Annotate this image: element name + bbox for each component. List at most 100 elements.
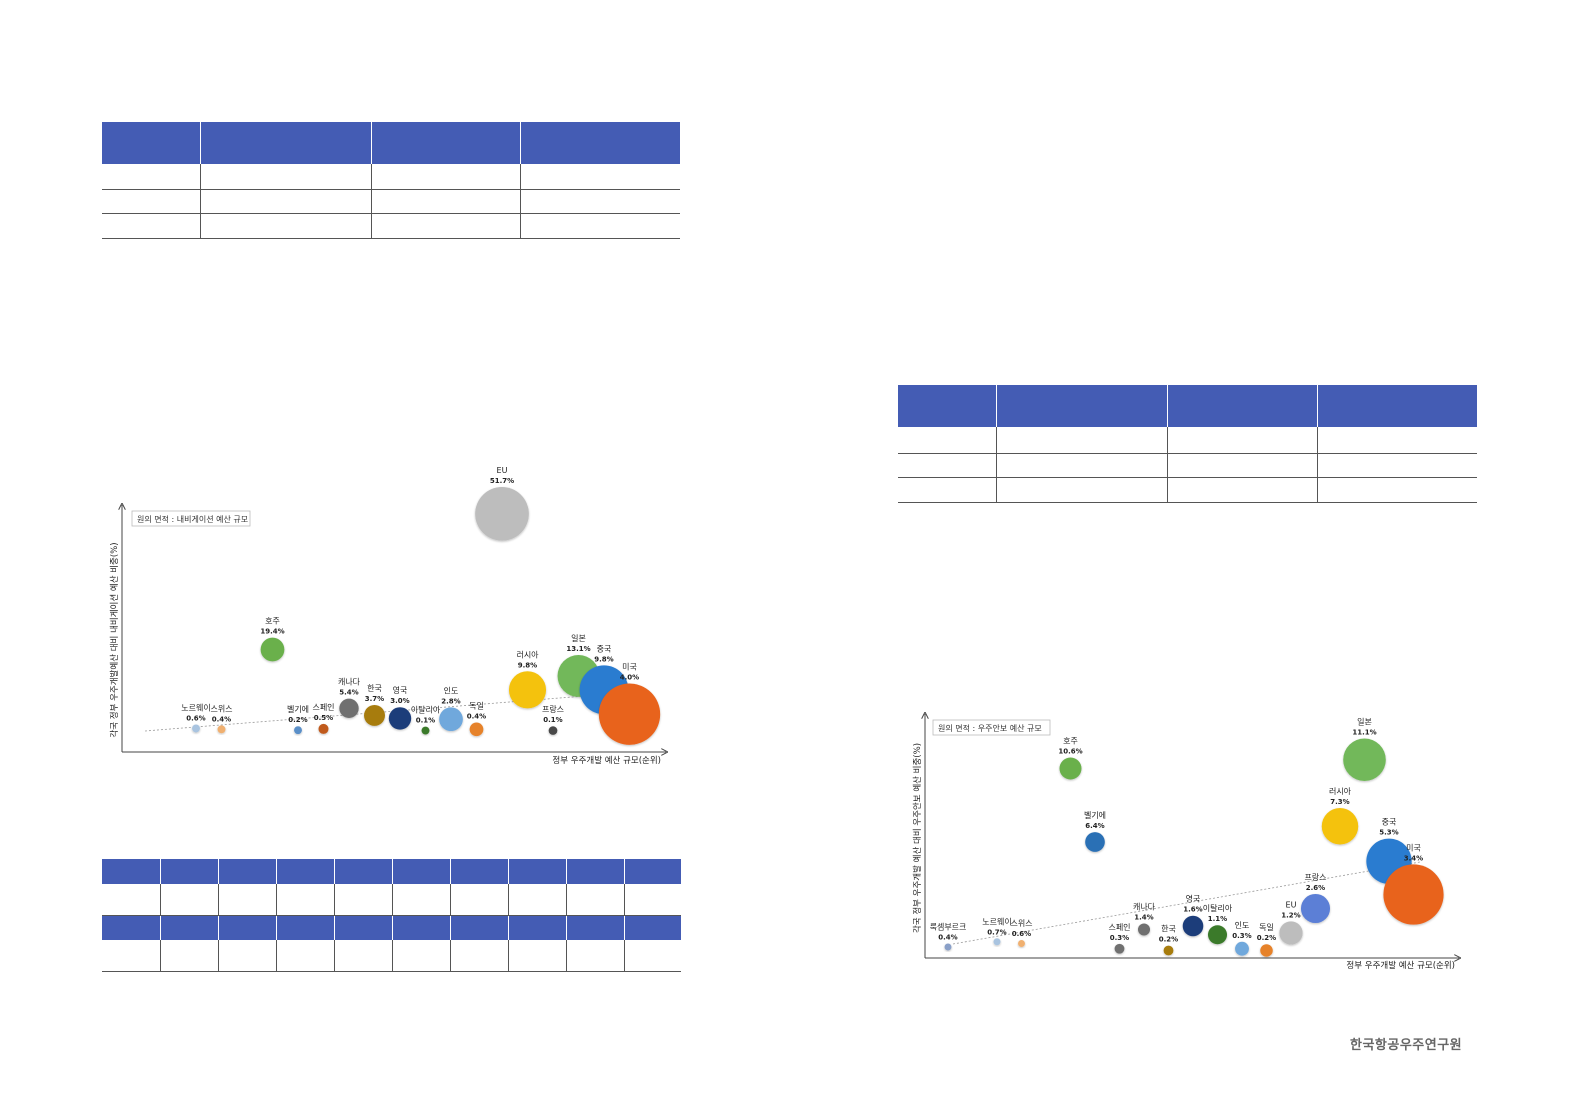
table-cell	[519, 164, 680, 190]
x-axis-title: 정부 우주개발 예산 규모(순위)	[1346, 960, 1455, 971]
bubble-point	[1085, 832, 1105, 852]
table-row	[898, 427, 1477, 454]
bubble-value-label: 0.2%	[1257, 934, 1276, 942]
x-axis-title: 정부 우주개발 예산 규모(순위)	[552, 755, 661, 766]
bubble-point	[1018, 940, 1025, 947]
bubble-points: 노르웨이 0.6% 스위스 0.4% 벨기에 0.2% 스페인 0.5% 캐나다 5.4% 한국 3.…	[181, 466, 661, 745]
bubble-point	[993, 938, 1001, 946]
table-header-cell	[102, 915, 160, 940]
bubble-country-label: 캐나다	[338, 678, 361, 687]
table-header-cell	[217, 859, 276, 884]
table-cell	[507, 884, 566, 916]
bubble-country-label: 러시아	[1329, 786, 1352, 796]
table-cell	[199, 164, 371, 190]
bubble-point	[1321, 808, 1359, 845]
bubble-country-label: 노르웨이	[982, 916, 1011, 926]
table-header-cell	[102, 859, 160, 884]
legend-box: 원의 면적 : 내비게이션 예산 규모	[131, 510, 251, 527]
table-cell	[370, 213, 520, 239]
bubble-point	[508, 671, 547, 709]
bubble-value-label: 1.6%	[1183, 906, 1202, 914]
bubble-country-label: 인도	[444, 685, 459, 695]
bubble-country-label: 캐나다	[1133, 902, 1156, 911]
bubble-point	[1114, 943, 1125, 954]
y-axis-title: 각국 정부 우주개발예산 대비 내비게이션 예산 비중(%)	[109, 542, 120, 737]
table-cell	[898, 427, 996, 454]
bubble-country-label: 러시아	[516, 649, 539, 659]
bubble-country-label: 영국	[393, 685, 408, 695]
bubble-value-label: 0.2%	[288, 716, 307, 724]
bubble-points: 룩셈부르크 0.4% 노르웨이 0.7% 스위스 0.6% 호주 10.6% 벨기에 6.4% 스페…	[930, 717, 1444, 957]
bubble-point	[294, 726, 302, 735]
bubble-point	[598, 683, 661, 745]
bubble-value-label: 0.4%	[212, 715, 231, 723]
table-header-cell	[1166, 385, 1317, 427]
bubble-country-label: 독일	[1259, 923, 1274, 932]
bubble-value-label: 19.4%	[260, 628, 284, 636]
table-header-cell	[102, 122, 200, 164]
bubble-value-label: 13.1%	[566, 645, 590, 653]
bubble-value-label: 2.6%	[1306, 884, 1325, 892]
table-header-cell	[565, 915, 624, 940]
table-row	[898, 453, 1477, 478]
bubble-value-label: 0.2%	[1159, 936, 1178, 944]
bubble-point	[339, 698, 359, 719]
bubble-point	[421, 726, 430, 735]
table-cell	[102, 213, 200, 239]
bubble-value-label: 6.4%	[1085, 822, 1104, 830]
table-header-cell	[159, 859, 218, 884]
bubble-value-label: 5.4%	[339, 689, 358, 697]
table-header-cell	[217, 915, 276, 940]
legend-text: 원의 면적 : 내비게이션 예산 규모	[137, 514, 248, 524]
bubble-point	[1182, 915, 1204, 937]
bubble-value-label: 9.8%	[594, 655, 613, 663]
bubble-country-label: 일본	[1357, 717, 1372, 726]
bubble-value-label: 0.5%	[314, 714, 333, 722]
legend-box: 원의 면적 : 우주안보 예산 규모	[932, 719, 1051, 736]
bubble-country-label: 룩셈부르크	[930, 923, 967, 932]
table-header-cell	[275, 859, 334, 884]
bubble-value-label: 10.6%	[1058, 748, 1082, 756]
table-cell	[159, 884, 218, 916]
table-cell	[1166, 477, 1317, 503]
table-header-row	[102, 122, 680, 164]
table-cell	[623, 940, 681, 972]
bubble-point	[217, 725, 226, 734]
table-header-cell	[623, 915, 681, 940]
table-header-cell	[275, 915, 334, 940]
bubble-point	[364, 704, 385, 726]
bubble-point	[1279, 921, 1303, 945]
table-3	[102, 859, 681, 972]
bubble-point	[548, 726, 558, 735]
table-cell	[623, 884, 681, 916]
bubble-country-label: 영국	[1186, 894, 1201, 904]
bubble-point	[1137, 923, 1151, 936]
table-header-cell	[898, 385, 996, 427]
table-cell	[519, 189, 680, 214]
table-row	[102, 189, 680, 214]
table-cell	[449, 940, 508, 972]
bubble-country-label: 중국	[597, 644, 612, 653]
table-cell	[159, 940, 218, 972]
table-row	[102, 884, 681, 916]
bubble-country-label: 중국	[1382, 818, 1397, 827]
table-header-cell	[507, 915, 566, 940]
table-header-cell	[333, 915, 392, 940]
table-header-cell	[449, 915, 508, 940]
table-cell	[449, 884, 508, 916]
table-header-cell	[199, 122, 371, 164]
security-budget-bubble-chart: 원의 면적 : 우주안보 예산 규모 정부 우주개발 예산 규모(순위) 각국 …	[912, 712, 1475, 971]
bubble-value-label: 1.1%	[1208, 915, 1227, 923]
table-cell	[370, 164, 520, 190]
table-header-cell	[391, 915, 450, 940]
bubble-country-label: 노르웨이	[181, 703, 210, 713]
bubble-point	[944, 943, 952, 951]
trend-line	[144, 691, 636, 732]
bubble-value-label: 0.6%	[1012, 930, 1031, 938]
bubble-point	[1300, 893, 1331, 924]
table-header-row	[898, 385, 1477, 427]
table-cell	[1166, 427, 1317, 454]
bubble-value-label: 2.8%	[441, 697, 460, 705]
table-2	[898, 385, 1477, 503]
table-header-cell	[449, 859, 508, 884]
